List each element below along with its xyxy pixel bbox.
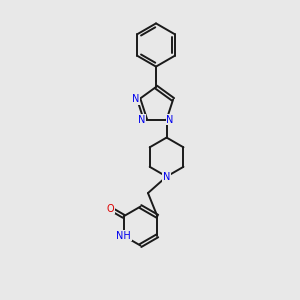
Text: N: N [167,115,174,124]
Text: N: N [132,94,139,104]
Text: N: N [138,115,146,124]
Text: O: O [106,203,114,214]
Text: NH: NH [116,231,131,241]
Text: N: N [163,172,170,182]
